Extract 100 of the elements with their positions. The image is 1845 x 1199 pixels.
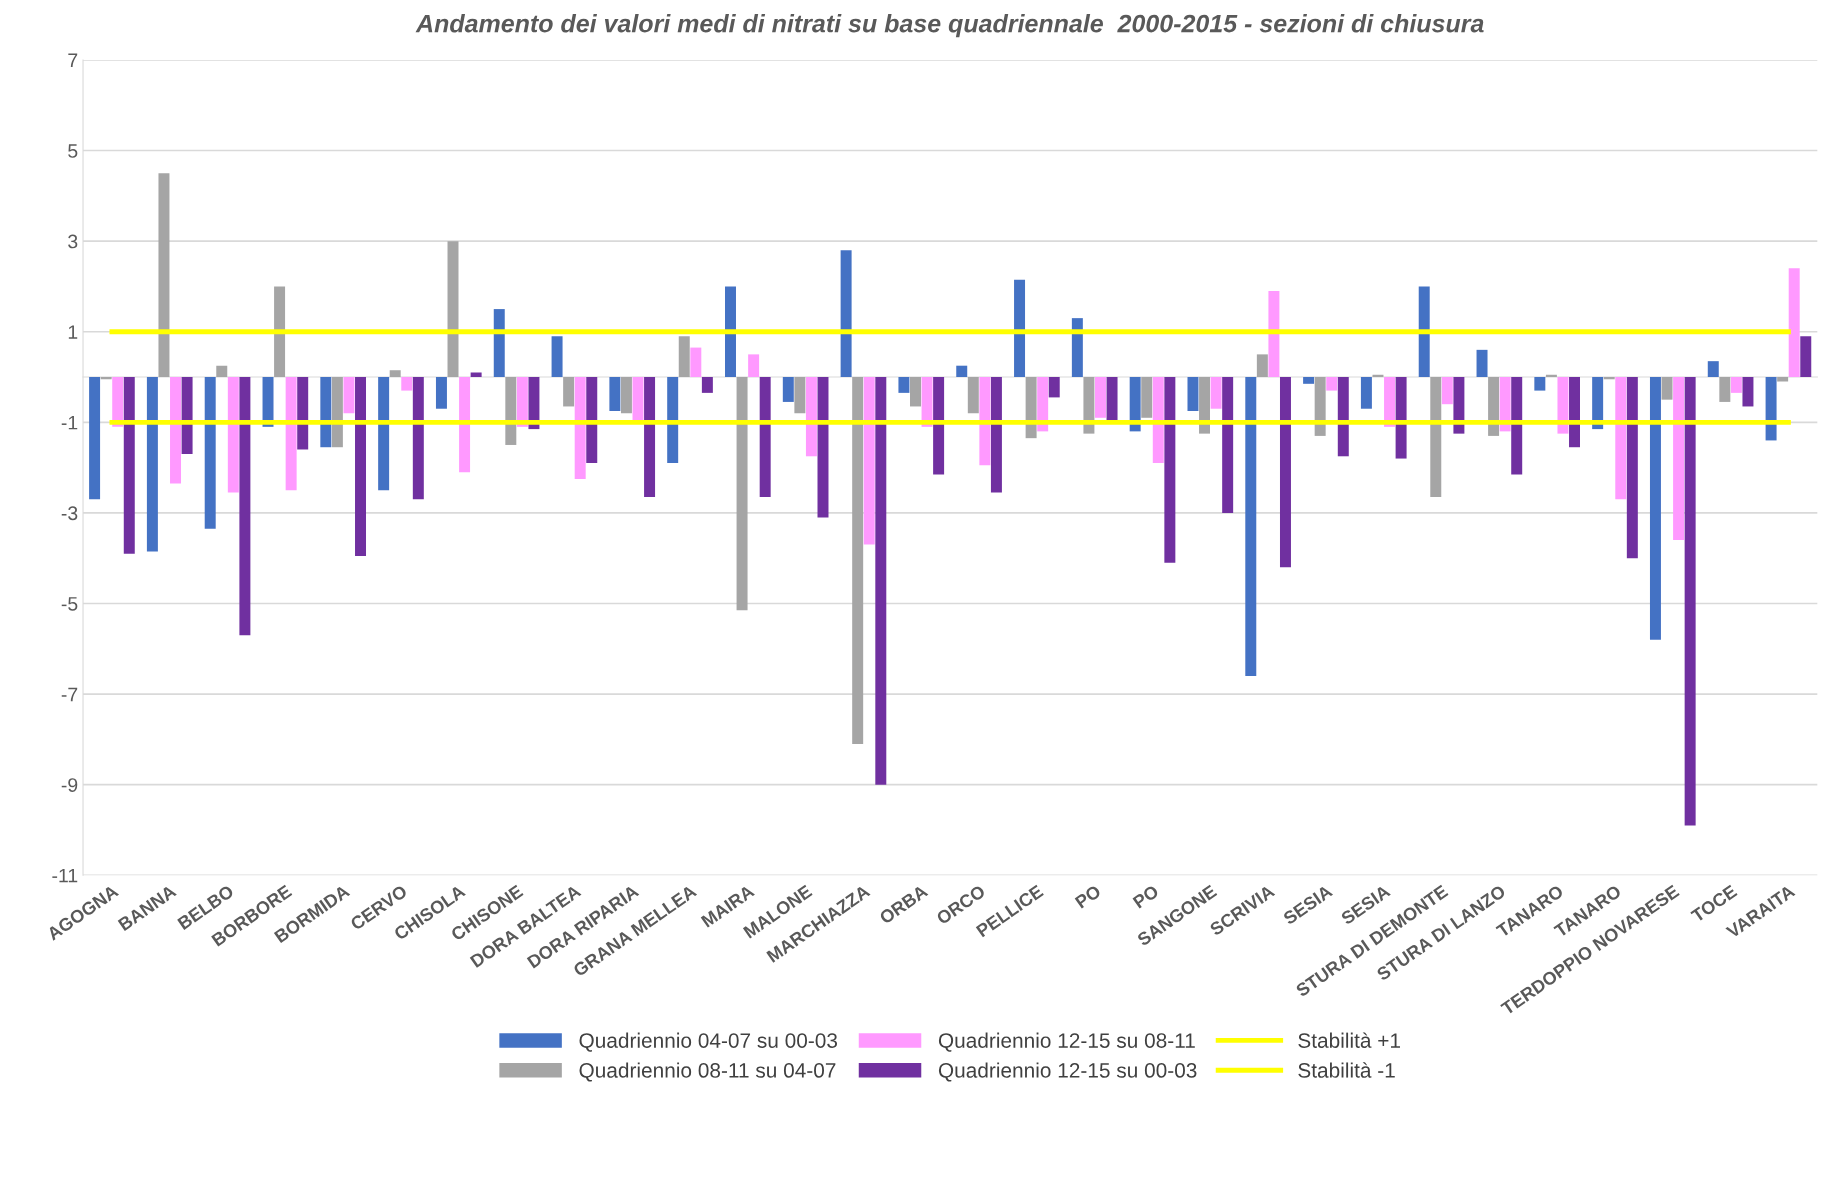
- bar: [1649, 377, 1661, 640]
- y-tick-label: 1: [68, 325, 78, 339]
- bar: [840, 250, 852, 378]
- bar: [239, 377, 251, 636]
- bar: [632, 377, 644, 421]
- bar: [1418, 286, 1430, 378]
- legend-label: Quadriennio 12-15 su 08-11: [938, 1032, 1195, 1052]
- bar: [1210, 377, 1222, 409]
- bar: [748, 354, 760, 378]
- y-tick-label: 3: [68, 234, 78, 249]
- bar: [990, 377, 1002, 493]
- bar: [389, 370, 401, 378]
- bar: [181, 377, 193, 455]
- y-tick-label: -1: [61, 415, 78, 430]
- bar: [459, 377, 471, 473]
- bar: [170, 377, 182, 484]
- bar: [1106, 377, 1118, 421]
- bar: [863, 377, 875, 545]
- bar: [563, 377, 575, 407]
- bar: [1453, 377, 1465, 434]
- y-tick-label: 7: [68, 53, 78, 67]
- bar: [1268, 290, 1280, 378]
- bar: [701, 377, 713, 393]
- bar: [875, 377, 887, 785]
- bar: [227, 377, 239, 493]
- bar: [274, 286, 286, 378]
- bar: [1129, 377, 1141, 432]
- bar: [1083, 377, 1095, 434]
- bar: [782, 377, 794, 402]
- bar: [435, 377, 447, 409]
- legend-label: Stabilità +1: [1298, 1032, 1400, 1048]
- bar: [678, 336, 690, 378]
- bar: [1626, 377, 1638, 559]
- bar: [1742, 377, 1754, 407]
- bar: [470, 372, 482, 378]
- bar: [1661, 377, 1673, 400]
- y-tick-label: -11: [52, 868, 78, 883]
- bar: [1800, 336, 1812, 378]
- bar: [1037, 377, 1049, 432]
- bar: [401, 377, 413, 391]
- bar: [1684, 377, 1696, 826]
- bar: [493, 309, 505, 378]
- bar: [967, 377, 979, 414]
- bar: [1187, 377, 1199, 411]
- y-tick-label: -3: [61, 506, 78, 521]
- bar: [1777, 377, 1789, 382]
- bar: [1360, 377, 1372, 409]
- bar: [1719, 377, 1731, 402]
- bar: [528, 377, 540, 430]
- bar: [1094, 377, 1106, 418]
- bar: [933, 377, 945, 475]
- bar: [609, 377, 621, 411]
- bar: [378, 377, 390, 491]
- bar: [690, 347, 702, 378]
- bar: [620, 377, 632, 414]
- bar: [1199, 377, 1211, 434]
- bar: [1569, 377, 1581, 448]
- bar: [320, 377, 332, 448]
- bar: [1303, 377, 1315, 384]
- bar: [1164, 377, 1176, 563]
- bar: [505, 377, 517, 445]
- chart-title: Andamento dei valori medi di nitrati su base quadriennale 2000-2015 - sezioni di chiusura: [415, 14, 1484, 38]
- legend-label: Stabilità -1: [1298, 1062, 1395, 1078]
- bar: [89, 377, 101, 500]
- bar: [1256, 354, 1268, 378]
- bar: [725, 286, 736, 378]
- legend-label: Quadriennio 04-07 su 00-03: [579, 1032, 838, 1052]
- bar: [1395, 377, 1407, 459]
- bar: [355, 377, 366, 556]
- bar: [574, 377, 586, 479]
- y-tick-label: 5: [68, 144, 78, 158]
- legend-label: Quadriennio 12-15 su 00-03: [938, 1062, 1197, 1082]
- bar: [447, 241, 459, 378]
- bar: [297, 377, 309, 450]
- bar: [1765, 377, 1777, 441]
- bar: [1534, 377, 1546, 391]
- bar: [1326, 377, 1338, 391]
- bar: [1673, 377, 1685, 541]
- bar: [759, 377, 771, 498]
- bar: [146, 377, 158, 552]
- bar: [204, 377, 216, 529]
- bar: [1788, 268, 1800, 378]
- bar: [158, 173, 170, 378]
- bar: [123, 377, 135, 554]
- bar: [1279, 377, 1291, 568]
- bar: [343, 377, 355, 414]
- bar: [1314, 377, 1326, 436]
- bar: [1048, 377, 1060, 398]
- bar: [1025, 377, 1037, 439]
- bar: [898, 377, 910, 393]
- bar: [1337, 377, 1349, 457]
- bar: [1511, 377, 1523, 475]
- bar: [1476, 349, 1488, 378]
- bar: [910, 377, 921, 407]
- bar: [1707, 361, 1719, 378]
- bar: [1430, 377, 1442, 498]
- bar: [551, 336, 563, 378]
- bar: [1014, 279, 1026, 378]
- y-tick-label: -7: [61, 687, 78, 702]
- y-tick-label: -5: [61, 597, 78, 611]
